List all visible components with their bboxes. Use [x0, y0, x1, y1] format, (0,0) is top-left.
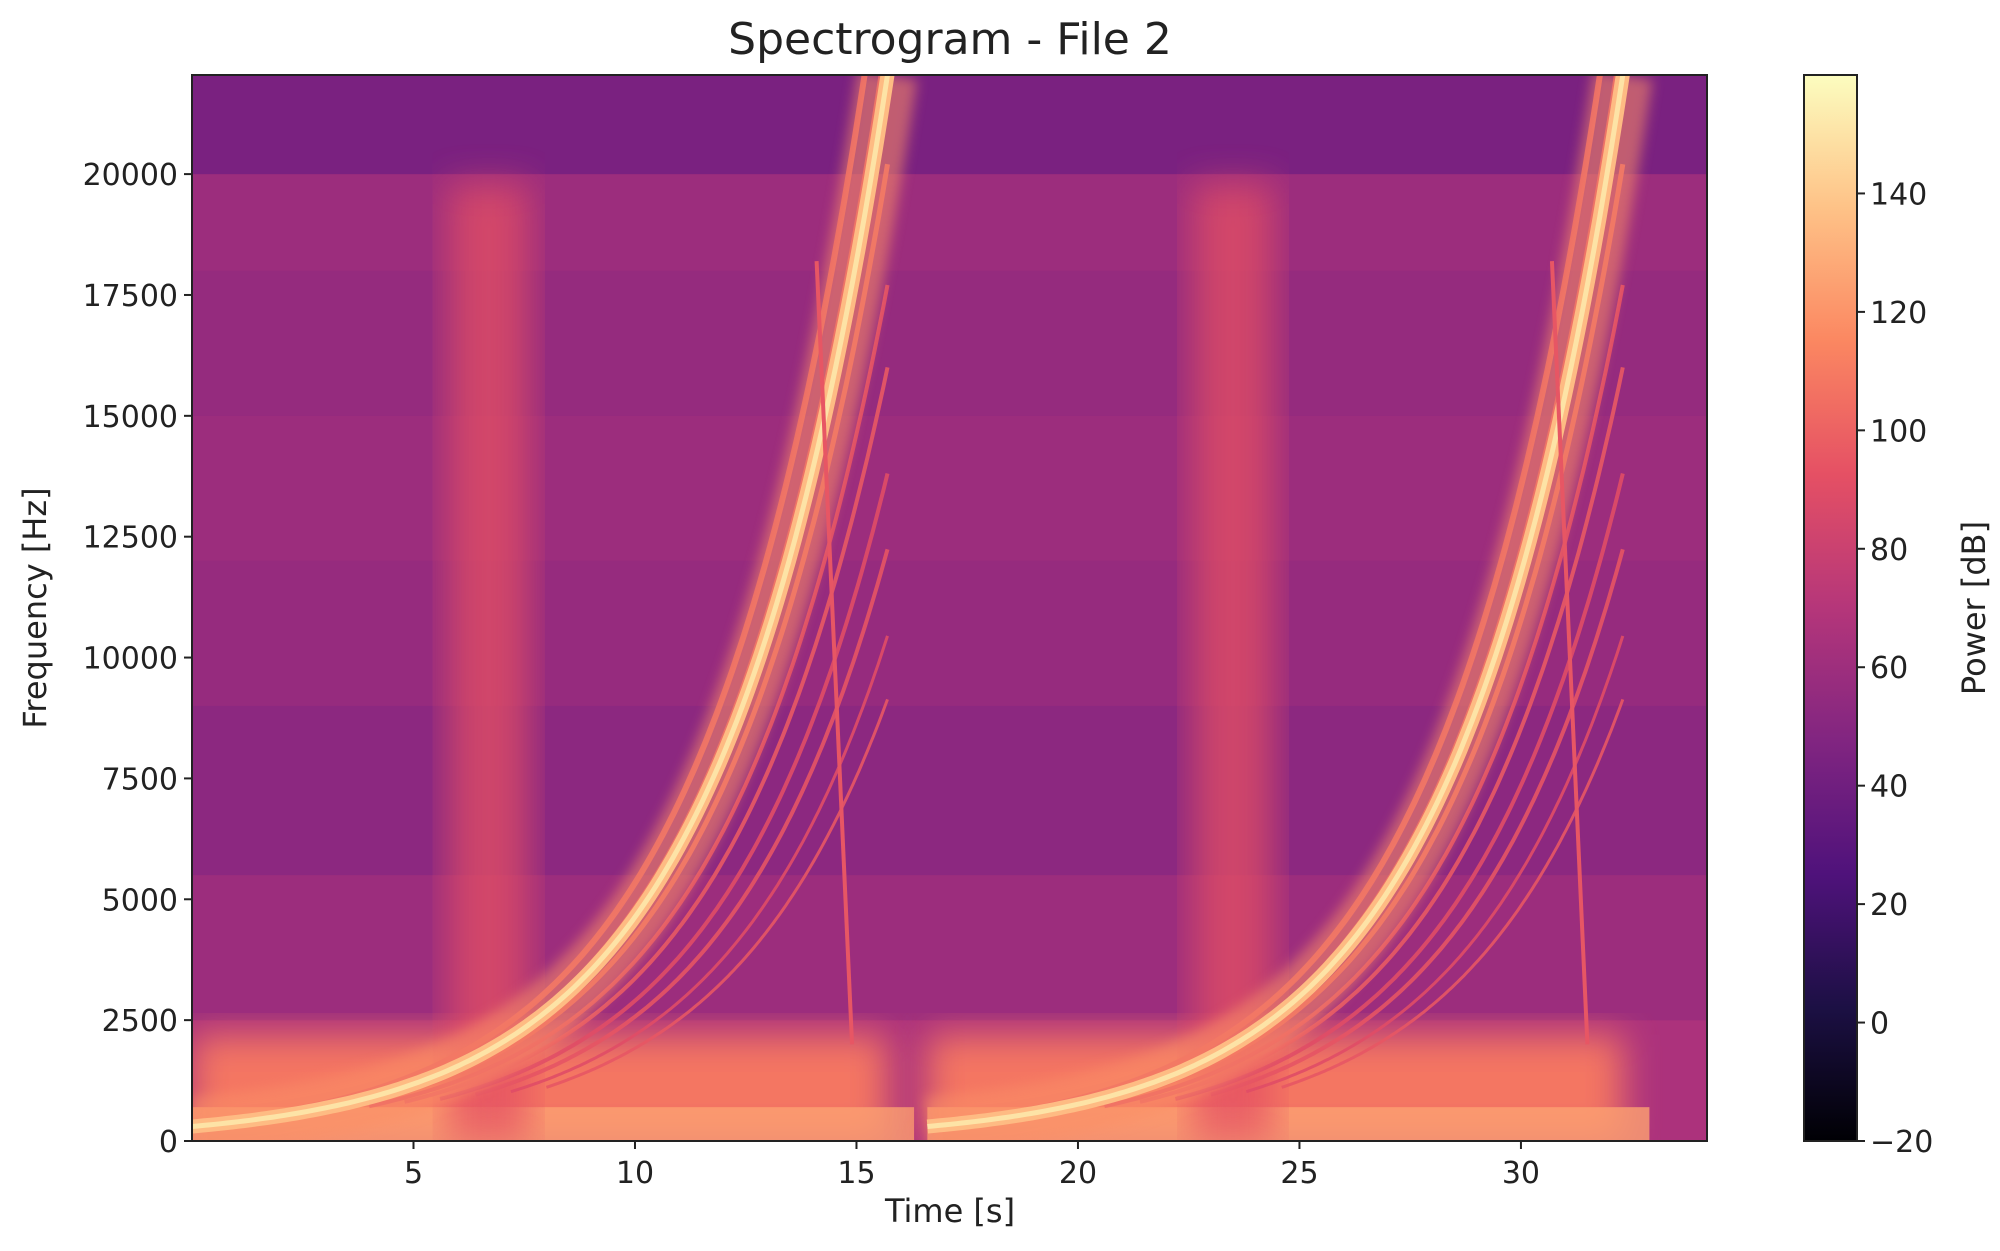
colorbar-label: Power [dB]: [1955, 521, 1993, 695]
y-tick-label: 2500: [102, 1004, 178, 1039]
x-tick-label: 10: [616, 1156, 654, 1191]
x-tick-label: 5: [404, 1156, 423, 1191]
y-tick-label: 12500: [83, 521, 178, 556]
colorbar-tick-label: 80: [1870, 533, 1908, 568]
main-chirp-core: [927, 75, 1626, 1129]
colorbar-tick-label: 20: [1870, 888, 1908, 923]
colorbar-tick-label: 60: [1870, 651, 1908, 686]
harmonic-chirp-6: [1174, 473, 1625, 1101]
main-chirp-core: [192, 75, 890, 1129]
harmonic-chirp-7: [1210, 548, 1625, 1097]
x-axis-label: Time [s]: [884, 1192, 1015, 1230]
y-tick-label: 17500: [83, 279, 178, 314]
colorbar-tick-label: 40: [1870, 770, 1908, 805]
plot-frame: [191, 74, 1708, 1142]
frequency-band-5: [192, 270, 1707, 416]
frequency-band-3: [192, 560, 1707, 706]
frequency-band-4: [192, 415, 1707, 561]
frequency-band-6: [192, 174, 1707, 271]
y-tick-label: 0: [159, 1125, 178, 1160]
noise-burst: [448, 183, 529, 1141]
colorbar-tick-label: −20: [1870, 1125, 1933, 1160]
x-tick-label: 30: [1502, 1156, 1540, 1191]
colorbar: [1803, 74, 1858, 1142]
x-tick-label: 20: [1059, 1156, 1097, 1191]
harmonic-chirp-8: [510, 635, 889, 1094]
chart-title: Spectrogram - File 2: [728, 14, 1172, 65]
y-axis-label: Frequency [Hz]: [16, 487, 54, 728]
y-tick-label: 10000: [83, 642, 178, 677]
x-axis-ticks: 5 10 15 20 25 30: [404, 1141, 1540, 1191]
colorbar-tick-label: 120: [1870, 296, 1927, 331]
colorbar-tick-label: 100: [1870, 414, 1927, 449]
y-tick-label: 15000: [83, 400, 178, 435]
harmonic-chirp-9: [1281, 698, 1625, 1089]
colorbar-ticks: −20 0 20 40 60 80 100 120 140: [1857, 177, 1933, 1160]
x-tick-label: 25: [1280, 1156, 1318, 1191]
harmonic-chirp-8: [1245, 635, 1625, 1094]
y-axis-ticks: 0 2500 5000 7500 10000 12500 15000 17500 20000: [83, 158, 192, 1160]
harmonic-chirp-9: [545, 698, 889, 1089]
y-tick-label: 20000: [83, 158, 178, 193]
harmonic-chirp-6: [439, 473, 890, 1101]
frequency-band-1: [192, 875, 1707, 1021]
segment-2: [924, 75, 1653, 1141]
segment-1: [192, 75, 918, 1141]
harmonic-chirp-7: [474, 548, 890, 1097]
colorbar-tick-label: 0: [1870, 1007, 1889, 1042]
frequency-band-7: [192, 75, 1707, 175]
descending-line: [1549, 261, 1590, 1045]
plot-area: [192, 75, 1707, 1141]
noise-burst: [1193, 183, 1273, 1141]
descending-line: [814, 261, 855, 1045]
y-tick-label: 7500: [102, 762, 178, 797]
y-tick-label: 5000: [102, 883, 178, 918]
x-tick-label: 15: [837, 1156, 875, 1191]
colorbar-tick-label: 140: [1870, 177, 1927, 212]
